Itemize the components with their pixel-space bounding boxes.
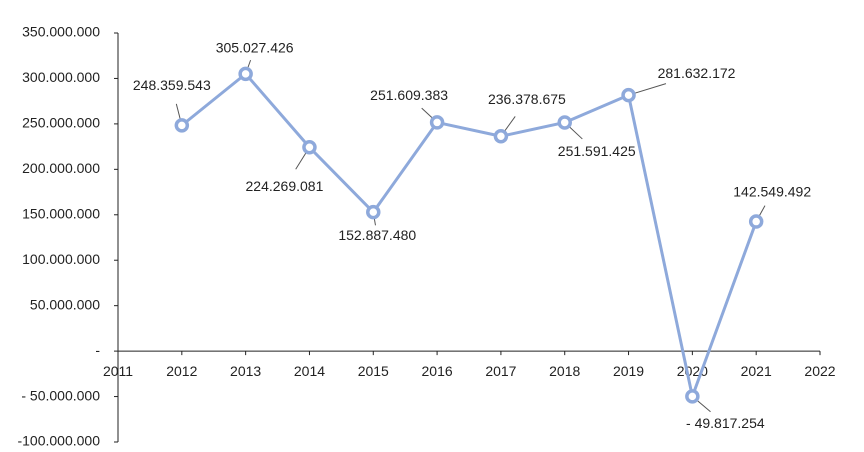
y-tick-label: 150.000.000 bbox=[22, 205, 100, 221]
marker bbox=[429, 115, 445, 130]
data-label: 224.269.081 bbox=[246, 178, 324, 194]
data-label: 248.359.543 bbox=[133, 77, 211, 93]
x-tick-label: 2021 bbox=[741, 363, 772, 379]
x-tick-label: 2011 bbox=[103, 363, 133, 379]
y-tick-label: 250.000.000 bbox=[22, 115, 100, 131]
y-tick-label: 50.000.000 bbox=[30, 296, 100, 312]
y-tick-label: 350.000.000 bbox=[22, 24, 100, 40]
marker bbox=[557, 115, 572, 130]
data-label: - 49.817.254 bbox=[686, 415, 765, 431]
x-tick-label: 2017 bbox=[485, 363, 516, 379]
line bbox=[180, 72, 758, 398]
x-tick-label: 2012 bbox=[166, 363, 197, 379]
x-tick-label: 2016 bbox=[422, 363, 453, 379]
data-label: 251.609.383 bbox=[370, 87, 448, 103]
marker bbox=[748, 214, 764, 229]
marker bbox=[366, 204, 381, 220]
y-tick-label: - 50.000.000 bbox=[21, 387, 100, 403]
marker bbox=[302, 140, 317, 155]
y-tick-label: 300.000.000 bbox=[22, 69, 100, 85]
data-label: 251.591.425 bbox=[558, 143, 636, 159]
x-tick-label: 2019 bbox=[613, 363, 644, 379]
data-label: 305.027.426 bbox=[216, 40, 294, 56]
marker bbox=[493, 129, 509, 144]
data-label: 281.632.172 bbox=[658, 65, 736, 81]
x-tick-label: 2022 bbox=[804, 363, 835, 379]
x-tick-label: 2013 bbox=[230, 363, 261, 379]
marker bbox=[621, 87, 636, 103]
marker bbox=[685, 389, 700, 404]
marker bbox=[174, 118, 190, 133]
x-tick-label: 2018 bbox=[549, 363, 580, 379]
x-tick-label: 2015 bbox=[358, 363, 389, 379]
y-tick-label: 100.000.000 bbox=[22, 251, 100, 267]
data-label: 236.378.675 bbox=[488, 91, 566, 107]
y-tick-label: -100.000.000 bbox=[17, 433, 100, 449]
y-tick-label: - bbox=[95, 342, 100, 358]
data-label: 142.549.492 bbox=[733, 183, 811, 199]
marker bbox=[238, 66, 253, 82]
y-tick-label: 200.000.000 bbox=[22, 160, 100, 176]
data-label: 152.887.480 bbox=[338, 227, 416, 243]
x-tick-label: 2014 bbox=[294, 363, 325, 379]
